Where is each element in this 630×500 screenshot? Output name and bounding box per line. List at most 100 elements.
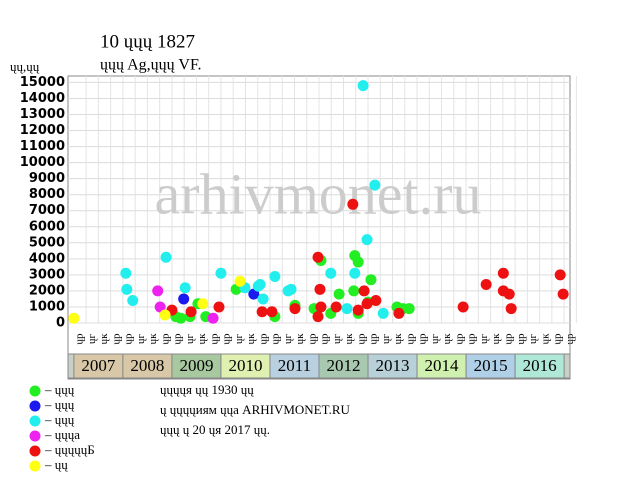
point <box>348 285 360 297</box>
point <box>365 274 377 286</box>
point <box>175 312 187 324</box>
point <box>352 304 364 316</box>
point <box>314 283 326 295</box>
point <box>554 269 566 281</box>
quarter-label: ųр <box>221 333 233 345</box>
quarter-label: ųр <box>453 333 465 345</box>
point <box>505 303 517 315</box>
year-band <box>367 353 418 379</box>
point <box>120 267 132 279</box>
point <box>215 267 227 279</box>
quarter-label: ųр <box>355 333 367 345</box>
y-tick-label: 8000 <box>29 187 65 202</box>
quarter-label: ųр <box>417 333 429 345</box>
legend-label: – ųųų <box>44 382 75 397</box>
y-tick-label: 1000 <box>29 299 65 314</box>
year-label: 2009 <box>179 356 213 375</box>
point <box>370 295 382 307</box>
point <box>159 309 171 321</box>
quarter-label: ųг <box>282 334 294 345</box>
quarter-label: ųг <box>331 334 343 345</box>
point <box>357 80 369 92</box>
y-tick-label: 9000 <box>29 171 65 186</box>
chart-subtitle: ųųų Ag,ųųų VF. <box>100 57 202 74</box>
quarter-label: ųг <box>527 334 539 345</box>
point <box>68 312 80 324</box>
y-tick-label: 7000 <box>29 203 65 218</box>
point <box>358 285 370 297</box>
point <box>248 288 260 300</box>
year-label: 2007 <box>81 356 116 375</box>
point <box>207 312 219 324</box>
note: ųųų ų 20 ųя 2017 ųų. <box>160 422 270 437</box>
quarter-label: ųр <box>502 333 514 345</box>
point <box>269 270 281 282</box>
point <box>256 306 268 318</box>
watermark: arhivmonet.ru <box>155 161 482 226</box>
quarter-label: ųг <box>478 334 490 345</box>
legend-marker <box>29 400 41 412</box>
legend-label: – ųų <box>44 457 68 472</box>
point <box>257 293 269 305</box>
point <box>497 267 509 279</box>
legend-label: – ųųų <box>44 397 75 412</box>
y-axis-label: ųų,ųų <box>10 59 40 74</box>
quarter-label: ųк <box>539 333 551 345</box>
point <box>349 267 361 279</box>
y-tick-label: 2000 <box>29 283 65 298</box>
quarter-label: ųк <box>196 333 208 345</box>
year-label: 2013 <box>376 356 410 375</box>
year-band <box>269 353 320 379</box>
point <box>312 311 324 323</box>
point <box>185 306 197 318</box>
point <box>312 251 324 263</box>
year-band <box>220 353 271 379</box>
point <box>266 306 278 318</box>
year-label: 2014 <box>425 356 460 375</box>
point <box>325 267 337 279</box>
quarter-label: ųр <box>123 333 135 345</box>
point <box>361 298 373 310</box>
year-label: 2016 <box>523 356 557 375</box>
year-band <box>73 353 124 379</box>
y-tick-label: 10000 <box>20 155 65 170</box>
year-label: 2008 <box>130 356 164 375</box>
year-band <box>465 353 516 379</box>
quarter-label: ųр <box>208 333 220 345</box>
point <box>377 307 389 319</box>
quarter-label: ųк <box>343 333 355 345</box>
quarter-label: ųк <box>490 333 502 345</box>
chart-title: 10 ųųų 1827 <box>100 31 195 52</box>
point <box>285 283 297 295</box>
point <box>352 256 364 268</box>
point <box>457 301 469 313</box>
quarter-label: ųр <box>74 333 86 345</box>
point <box>347 198 359 210</box>
y-tick-label: 5000 <box>29 235 65 250</box>
quarter-label: ųк <box>441 333 453 345</box>
quarter-label: ųг <box>184 334 196 345</box>
year-label: 2015 <box>474 356 508 375</box>
quarter-label: ųр <box>466 333 478 345</box>
year-label: 2012 <box>327 356 361 375</box>
note: ų ųųųųиям ųųа ARHIVMONET.RU <box>160 402 351 417</box>
quarter-label: ųк <box>294 333 306 345</box>
point <box>234 275 246 287</box>
quarter-label: ųр <box>368 333 380 345</box>
point <box>393 307 405 319</box>
year-band <box>416 353 467 379</box>
quarter-label: ųр <box>404 333 416 345</box>
year-label: 2011 <box>278 356 311 375</box>
point <box>289 303 301 315</box>
quarter-label: ųк <box>147 333 159 345</box>
y-tick-label: 15000 <box>20 75 65 90</box>
quarter-label: ųр <box>159 333 171 345</box>
legend-marker <box>29 415 41 427</box>
y-tick-label: 13000 <box>20 107 65 122</box>
legend-label: – ųųųųųБ <box>44 442 95 457</box>
quarter-label: ųр <box>515 333 527 345</box>
point <box>361 234 373 246</box>
point <box>154 301 166 313</box>
point <box>403 303 415 315</box>
quarter-label: ųр <box>552 333 564 345</box>
